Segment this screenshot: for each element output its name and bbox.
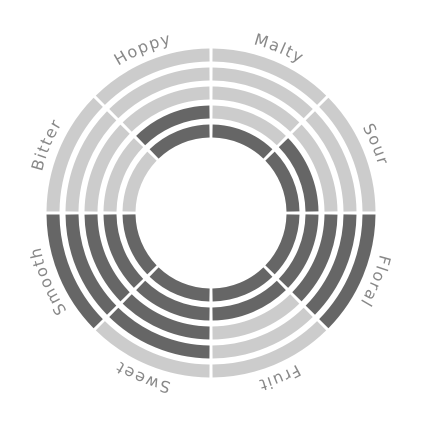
segment-malty-level-3: [212, 86, 300, 132]
segment-sour-level-4: [305, 111, 357, 212]
segment-hoppy-level-3: [122, 86, 210, 132]
segment-bitter-level-1: [122, 151, 157, 212]
segment-sour-level-2: [278, 138, 319, 212]
segment-floral-level-2: [278, 214, 319, 288]
labels-group: MaltySourFloralFruitSweetSmoothBitterHop…: [25, 29, 393, 397]
segment-sour-level-1: [265, 151, 300, 212]
segment-malty-level-4: [212, 67, 313, 119]
segment-smooth-level-4: [65, 214, 117, 315]
segment-hoppy-level-2: [136, 105, 210, 146]
segment-floral-level-4: [305, 214, 357, 315]
segment-bitter-level-2: [103, 138, 144, 212]
segment-sweet-level-1: [149, 267, 210, 302]
segment-sweet-level-4: [109, 307, 210, 359]
segment-sweet-level-3: [122, 294, 210, 340]
segment-malty-level-5: [212, 48, 327, 105]
segment-hoppy-level-5: [95, 48, 210, 105]
segment-fruit-level-2: [212, 280, 286, 321]
segment-fruit-level-3: [212, 294, 300, 340]
segment-smooth-level-2: [103, 214, 144, 288]
segment-bitter-level-3: [84, 124, 130, 212]
segment-floral-level-1: [265, 214, 300, 275]
segments-group: [46, 48, 376, 378]
segment-smooth-level-1: [122, 214, 157, 275]
segment-floral-level-3: [292, 214, 338, 302]
segment-hoppy-level-4: [109, 67, 210, 119]
segment-malty-level-2: [212, 105, 286, 146]
segment-smooth-level-5: [46, 214, 103, 329]
segment-fruit-level-4: [212, 307, 313, 359]
segment-fruit-level-5: [212, 321, 327, 378]
segment-sour-level-3: [292, 124, 338, 212]
segment-sweet-level-2: [136, 280, 210, 321]
segment-floral-level-5: [319, 214, 376, 329]
segment-sweet-level-5: [95, 321, 210, 378]
segment-fruit-level-1: [212, 267, 273, 302]
segment-hoppy-level-1: [149, 124, 210, 159]
segment-malty-level-1: [212, 124, 273, 159]
segment-sour-level-5: [319, 97, 376, 212]
segment-smooth-level-3: [84, 214, 130, 302]
segment-bitter-level-4: [65, 111, 117, 212]
segment-bitter-level-5: [46, 97, 103, 212]
